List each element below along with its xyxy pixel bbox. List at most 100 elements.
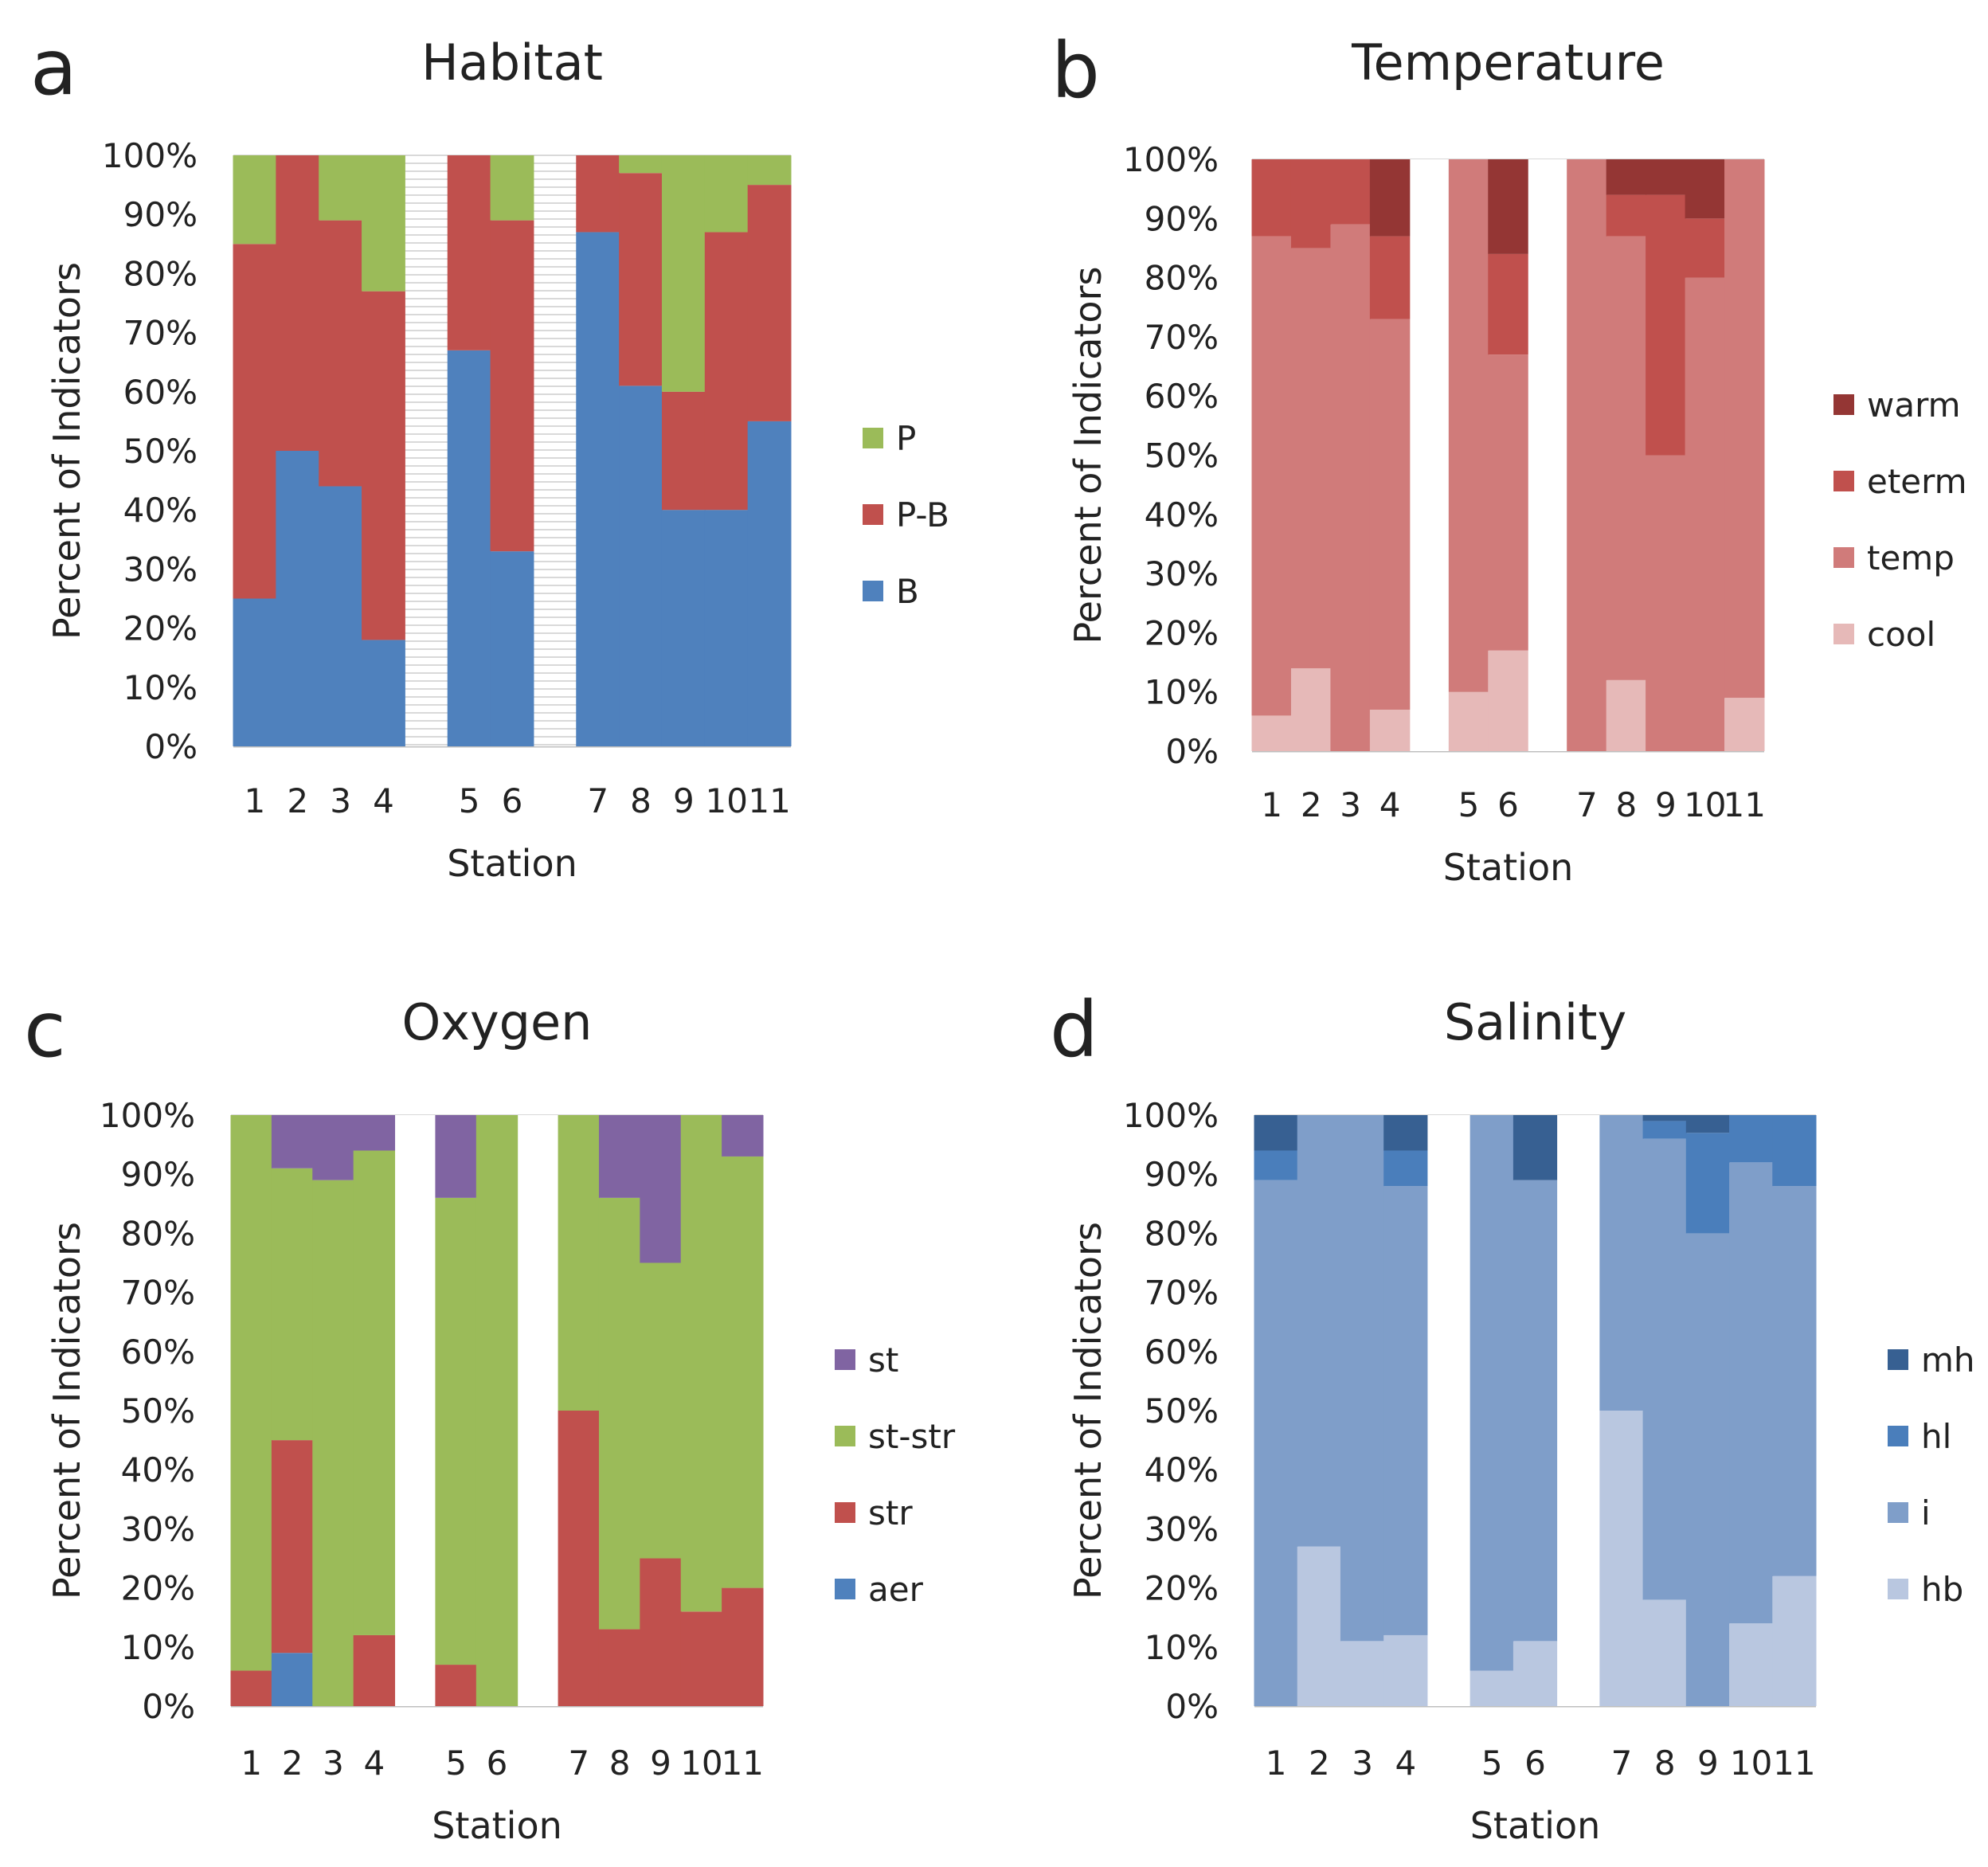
legend-label: P — [896, 419, 916, 458]
bar-segment-P-B-station-11 — [747, 185, 792, 421]
y-tick-label: 30% — [1145, 1509, 1219, 1548]
bar-segment-str-station-9 — [640, 1558, 682, 1706]
x-tick-label: 6 — [502, 781, 523, 820]
legend-label: temp — [1867, 538, 1955, 577]
legend-label: i — [1921, 1493, 1931, 1532]
bar-segment-P-B-station-1 — [233, 244, 277, 599]
bar-segment-i-station-11 — [1772, 1186, 1817, 1576]
bar-segment-temp-station-10 — [1685, 277, 1726, 752]
legend-label: warm — [1867, 386, 1961, 425]
bar-segment-hl-station-4 — [1383, 1150, 1428, 1187]
bar-segment-eterm-station-8 — [1606, 194, 1647, 237]
bar-segment-warm-station-4 — [1369, 159, 1411, 237]
bar-segment-mh-station-1 — [1254, 1115, 1298, 1151]
bar-segment-hl-station-11 — [1772, 1115, 1817, 1187]
x-tick-label: 7 — [568, 1744, 589, 1783]
x-axis-label: Station — [432, 1804, 562, 1847]
x-tick-label: 9 — [1697, 1744, 1719, 1783]
y-tick-label: 40% — [1145, 1450, 1219, 1489]
x-tick-label: 4 — [1379, 785, 1401, 824]
y-tick-label: 100% — [1123, 140, 1219, 179]
bar-segment-temp-station-3 — [1330, 224, 1371, 752]
y-tick-label: 60% — [123, 373, 198, 412]
x-tick-label: 11 — [1724, 785, 1766, 824]
y-tick-label: 80% — [123, 254, 198, 293]
bar-segment-cool-station-4 — [1369, 709, 1411, 751]
x-tick-label: 4 — [1395, 1744, 1416, 1783]
bar-segment-eterm-station-6 — [1488, 253, 1528, 355]
x-tick-label: 1 — [245, 781, 266, 820]
legend-label: st-str — [868, 1417, 956, 1456]
group-separator — [1426, 1115, 1471, 1706]
bar-segment-st-str-station-4 — [353, 1150, 396, 1635]
bar-segment-st-station-2 — [271, 1115, 314, 1168]
x-tick-label: 11 — [748, 781, 790, 820]
bar-segment-hb-station-11 — [1772, 1575, 1817, 1706]
x-tick-label: 3 — [1352, 1744, 1373, 1783]
bar-segment-hb-station-10 — [1729, 1623, 1774, 1706]
bar-segment-st-str-station-5 — [435, 1197, 477, 1665]
bar-segment-st-str-station-3 — [312, 1180, 354, 1706]
bar-segment-str-station-8 — [598, 1629, 641, 1706]
y-tick-label: 50% — [1145, 436, 1219, 476]
chart-title: Salinity — [1444, 993, 1626, 1051]
x-tick-label: 10 — [1684, 785, 1726, 824]
bar-segment-str-station-7 — [558, 1411, 600, 1706]
bar-segment-st-station-5 — [435, 1115, 477, 1198]
legend: warm eterm temp cool — [1833, 386, 1967, 654]
y-tick-label: 0% — [144, 727, 198, 766]
bar-segment-cool-station-5 — [1448, 691, 1489, 751]
y-tick-label: 90% — [121, 1155, 195, 1194]
bar-segment-B-station-6 — [490, 551, 534, 746]
bar-segment-st-str-station-2 — [271, 1168, 314, 1441]
group-separator — [405, 155, 448, 746]
panel-letter: c — [24, 985, 66, 1074]
bar-segment-warm-station-9 — [1646, 159, 1686, 195]
legend-label: eterm — [1867, 462, 1967, 501]
x-tick-label: 3 — [1340, 785, 1361, 824]
bar-segment-st-station-9 — [640, 1115, 682, 1263]
x-tick-label: 6 — [487, 1744, 508, 1783]
x-tick-label: 2 — [287, 781, 308, 820]
bar-segment-str-station-1 — [230, 1670, 272, 1706]
x-tick-label: 5 — [445, 1744, 467, 1783]
y-tick-label: 10% — [1145, 1628, 1219, 1667]
y-axis-label: Percent of Indicators — [1066, 267, 1109, 644]
x-tick-label: 7 — [1576, 785, 1598, 824]
group-separator — [533, 155, 577, 746]
legend-swatch-temp — [1833, 547, 1854, 568]
y-tick-label: 40% — [1145, 495, 1219, 534]
bar-segment-cool-station-11 — [1724, 698, 1765, 751]
bar-segment-str-station-4 — [353, 1634, 396, 1706]
y-tick-label: 60% — [1145, 377, 1219, 416]
y-tick-label: 30% — [121, 1509, 195, 1548]
y-tick-label: 70% — [1145, 1274, 1219, 1313]
bar-segment-i-station-10 — [1729, 1162, 1774, 1624]
legend-label: mh — [1921, 1341, 1975, 1380]
y-tick-label: 20% — [1145, 613, 1219, 652]
y-tick-label: 10% — [121, 1628, 195, 1667]
legend-label: cool — [1867, 615, 1935, 654]
chart-panel-c: c Oxygen 0% 10% 20% 30% 40% 50% 60% 70% 80% 90% 100%… — [24, 985, 956, 1847]
bar-segment-B-station-1 — [233, 598, 277, 746]
y-tick-label: 80% — [1145, 259, 1219, 298]
bar-segment-i-station-2 — [1297, 1115, 1341, 1547]
legend-swatch-cool — [1833, 624, 1854, 644]
x-tick-label: 7 — [1611, 1744, 1633, 1783]
bar-segment-B-station-10 — [704, 510, 749, 746]
y-tick-label: 90% — [1145, 1155, 1219, 1194]
y-tick-label: 10% — [123, 668, 198, 707]
y-tick-label: 90% — [1145, 199, 1219, 238]
bar-segment-P-B-station-4 — [362, 291, 405, 640]
y-tick-label: 90% — [123, 195, 198, 234]
bar-segment-warm-station-8 — [1606, 159, 1647, 195]
bar-segment-i-station-5 — [1469, 1115, 1514, 1671]
bar-segment-hb-station-7 — [1599, 1411, 1644, 1706]
group-separator — [1528, 159, 1567, 751]
bar-segment-P-station-3 — [319, 155, 363, 221]
bar-segment-st-str-station-7 — [558, 1115, 600, 1411]
chart-panel-b: b Temperature 0% 10% 20% 30% 40% 50% 60% 70% 80% 90… — [1051, 26, 1967, 889]
y-tick-label: 20% — [123, 609, 198, 648]
bar-segment-P-B-station-6 — [490, 220, 534, 552]
x-tick-label: 8 — [1616, 785, 1638, 824]
